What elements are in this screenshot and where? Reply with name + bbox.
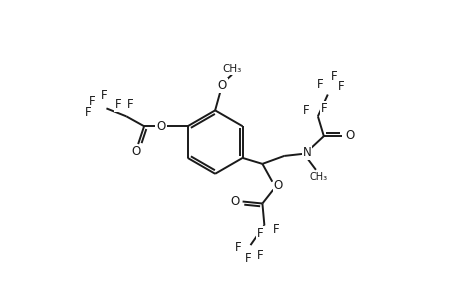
Text: O: O	[230, 195, 239, 208]
Text: F: F	[338, 80, 344, 93]
Text: F: F	[235, 241, 241, 254]
Text: F: F	[115, 98, 121, 111]
Text: F: F	[257, 248, 263, 262]
Text: F: F	[127, 98, 133, 111]
Text: CH₃: CH₃	[222, 64, 241, 74]
Text: F: F	[89, 95, 95, 108]
Text: F: F	[316, 78, 323, 91]
Text: O: O	[344, 129, 353, 142]
Text: F: F	[272, 223, 279, 236]
Text: F: F	[257, 227, 263, 240]
Text: O: O	[156, 120, 165, 133]
Text: F: F	[245, 253, 252, 266]
Text: O: O	[217, 79, 226, 92]
Text: F: F	[101, 89, 107, 102]
Text: O: O	[273, 179, 282, 192]
Text: CH₃: CH₃	[309, 172, 327, 182]
Text: O: O	[131, 146, 140, 158]
Text: F: F	[330, 70, 336, 83]
Text: F: F	[85, 106, 92, 119]
Text: F: F	[302, 104, 308, 117]
Text: F: F	[320, 102, 326, 115]
Text: N: N	[302, 146, 311, 160]
